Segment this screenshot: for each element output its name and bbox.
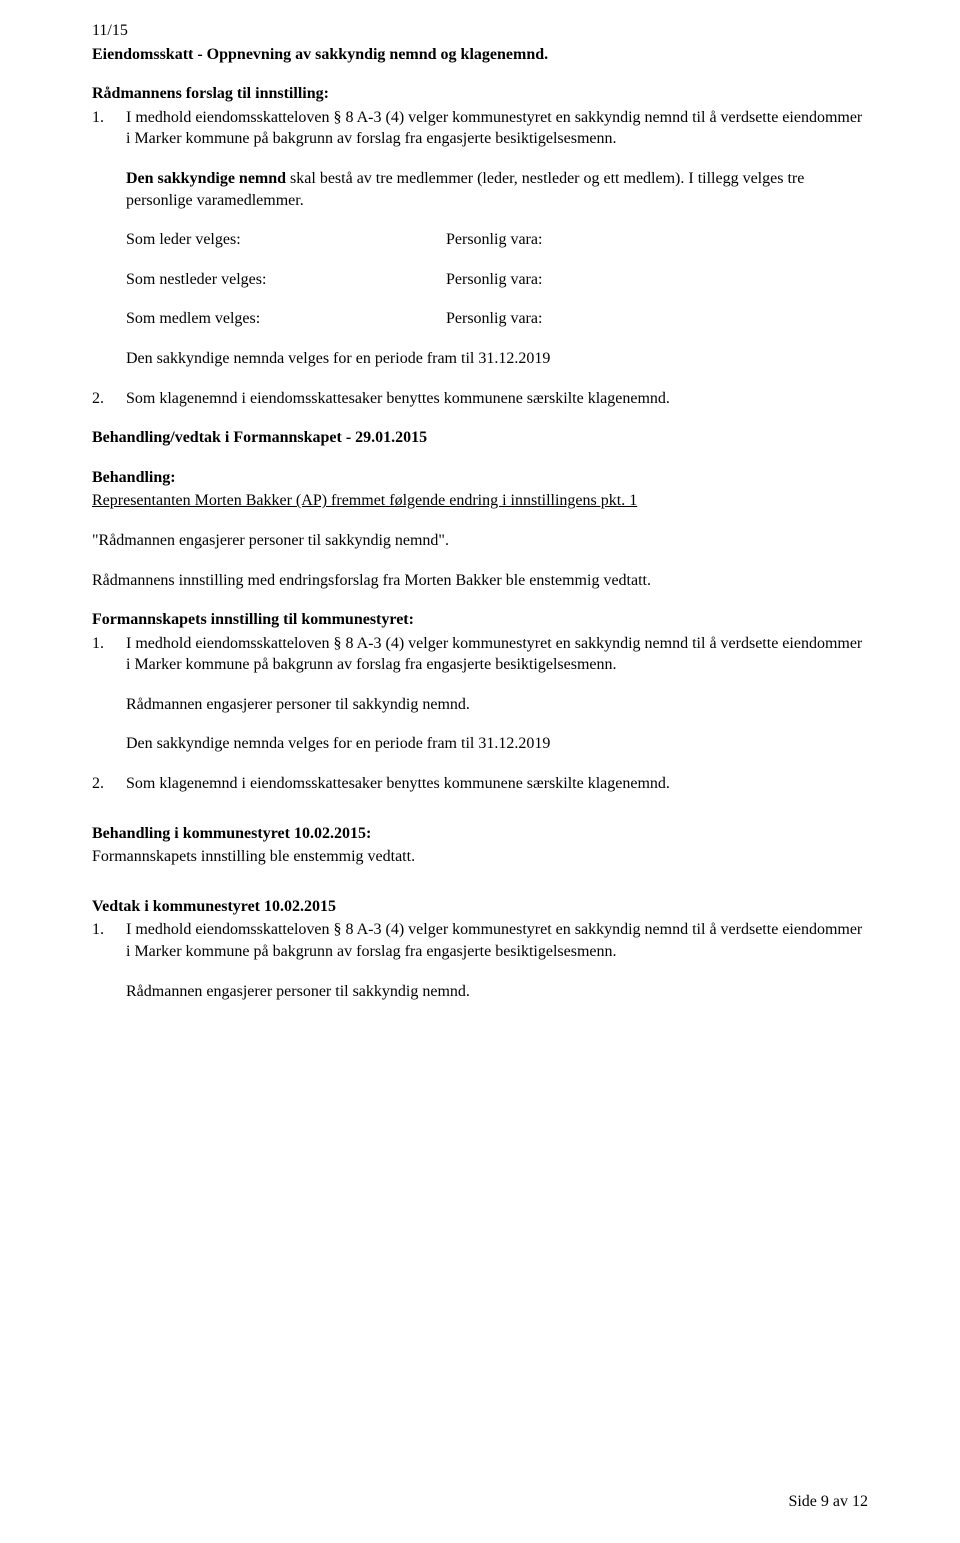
- radmannens-innstilling-line: Rådmannens innstilling med endringsforsl…: [92, 570, 868, 592]
- radmannens-forslag-heading: Rådmannens forslag til innstilling:: [92, 83, 868, 105]
- ordered-list-3: 1. I medhold eiendomsskatteloven § 8 A-3…: [92, 919, 868, 962]
- leder-row: Som leder velges: Personlig vara:: [126, 229, 868, 251]
- document-page: 11/15 Eiendomsskatt - Oppnevning av sakk…: [0, 0, 960, 1543]
- list-body: Som klagenemnd i eiendomsskattesaker ben…: [126, 388, 868, 410]
- medlem-label: Som medlem velges:: [126, 308, 446, 330]
- list-number: 1.: [92, 107, 126, 150]
- list-number: 2.: [92, 773, 126, 795]
- nestleder-vara: Personlig vara:: [446, 269, 868, 291]
- list-number: 1.: [92, 919, 126, 962]
- list-item: 1. I medhold eiendomsskatteloven § 8 A-3…: [92, 107, 868, 150]
- case-title: Eiendomsskatt - Oppnevning av sakkyndig …: [92, 44, 868, 66]
- representant-line: Representanten Morten Bakker (AP) fremme…: [92, 490, 868, 512]
- ordered-list-1b: 2. Som klagenemnd i eiendomsskattesaker …: [92, 388, 868, 410]
- nestleder-label: Som nestleder velges:: [126, 269, 446, 291]
- periode-text: Den sakkyndige nemnda velges for en peri…: [126, 348, 868, 370]
- medlem-row: Som medlem velges: Personlig vara:: [126, 308, 868, 330]
- ordered-list-2: 1. I medhold eiendomsskatteloven § 8 A-3…: [92, 633, 868, 676]
- ordered-list-2b: 2. Som klagenemnd i eiendomsskattesaker …: [92, 773, 868, 795]
- leder-vara: Personlig vara:: [446, 229, 868, 251]
- list-number: 1.: [92, 633, 126, 676]
- quote-line: "Rådmannen engasjerer personer til sakky…: [92, 530, 868, 552]
- page-footer: Side 9 av 12: [788, 1491, 868, 1513]
- list-item: 2. Som klagenemnd i eiendomsskattesaker …: [92, 388, 868, 410]
- list-number: 2.: [92, 388, 126, 410]
- list-item: 1. I medhold eiendomsskatteloven § 8 A-3…: [92, 919, 868, 962]
- list-item: 2. Som klagenemnd i eiendomsskattesaker …: [92, 773, 868, 795]
- behandling-formannskapet-heading: Behandling/vedtak i Formannskapet - 29.0…: [92, 427, 868, 449]
- leder-label: Som leder velges:: [126, 229, 446, 251]
- formannskapets-innstilling-heading: Formannskapets innstilling til kommunest…: [92, 609, 868, 631]
- nestleder-row: Som nestleder velges: Personlig vara:: [126, 269, 868, 291]
- periode-text-2: Den sakkyndige nemnda velges for en peri…: [126, 733, 868, 755]
- sakkyndig-nemnd-bold: Den sakkyndige nemnd: [126, 170, 286, 187]
- ordered-list-1: 1. I medhold eiendomsskatteloven § 8 A-3…: [92, 107, 868, 150]
- list-item: 1. I medhold eiendomsskatteloven § 8 A-3…: [92, 633, 868, 676]
- list-body: I medhold eiendomsskatteloven § 8 A-3 (4…: [126, 919, 868, 962]
- engasjerer-line-2: Rådmannen engasjerer personer til sakkyn…: [126, 981, 868, 1003]
- innstilling-vedtatt: Formannskapets innstilling ble enstemmig…: [92, 846, 868, 868]
- list-body: I medhold eiendomsskatteloven § 8 A-3 (4…: [126, 107, 868, 150]
- engasjerer-line: Rådmannen engasjerer personer til sakkyn…: [126, 694, 868, 716]
- vedtak-kommunestyret-heading: Vedtak i kommunestyret 10.02.2015: [92, 896, 868, 918]
- behandling-heading: Behandling:: [92, 467, 868, 489]
- sakkyndig-nemnd-para: Den sakkyndige nemnd skal bestå av tre m…: [126, 168, 868, 211]
- medlem-vara: Personlig vara:: [446, 308, 868, 330]
- list-body: I medhold eiendomsskatteloven § 8 A-3 (4…: [126, 633, 868, 676]
- behandling-kommunestyret-heading: Behandling i kommunestyret 10.02.2015:: [92, 823, 868, 845]
- list-body: Som klagenemnd i eiendomsskattesaker ben…: [126, 773, 868, 795]
- case-number: 11/15: [92, 20, 868, 42]
